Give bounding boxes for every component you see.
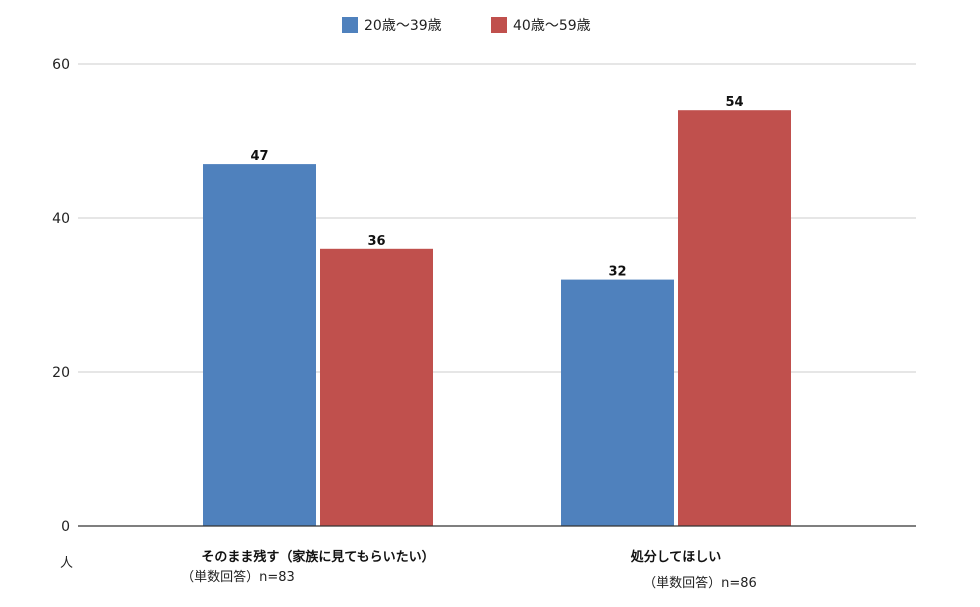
data-label: 54 xyxy=(725,95,743,110)
legend-swatch xyxy=(342,17,358,33)
bars xyxy=(203,110,791,527)
data-label: 47 xyxy=(250,149,268,164)
bar-2-series-2 xyxy=(678,110,791,526)
legend-label: 40歳〜59歳 xyxy=(513,18,591,34)
category-sublabel: （単数回答）n=86 xyxy=(643,575,757,591)
y-tick-label: 20 xyxy=(52,365,70,381)
y-axis-ticks: 0 20 40 60 xyxy=(52,57,70,535)
category-sublabel: （単数回答）n=83 xyxy=(181,569,295,585)
legend-swatch xyxy=(491,17,507,33)
y-tick-label: 40 xyxy=(52,211,70,227)
y-tick-label: 60 xyxy=(52,57,70,73)
x-axis-categories: そのまま残す（家族に見てもらいたい） （単数回答）n=83 処分してほしい （単数回答… xyxy=(181,549,757,591)
bar-2-series-1 xyxy=(561,279,674,526)
category-label: 処分してほしい xyxy=(630,549,722,565)
bar-1-series-1 xyxy=(203,164,316,526)
data-label: 36 xyxy=(367,234,385,249)
y-tick-label: 0 xyxy=(61,519,70,535)
data-labels: 47 36 32 54 xyxy=(250,95,743,279)
y-axis-unit-label: 人 xyxy=(60,556,73,571)
legend: 20歳〜39歳 40歳〜59歳 xyxy=(342,17,591,34)
bar-1-series-2 xyxy=(320,248,433,527)
legend-label: 20歳〜39歳 xyxy=(364,18,442,34)
category-label: そのまま残す（家族に見てもらいたい） xyxy=(201,549,434,565)
data-label: 32 xyxy=(608,265,626,280)
